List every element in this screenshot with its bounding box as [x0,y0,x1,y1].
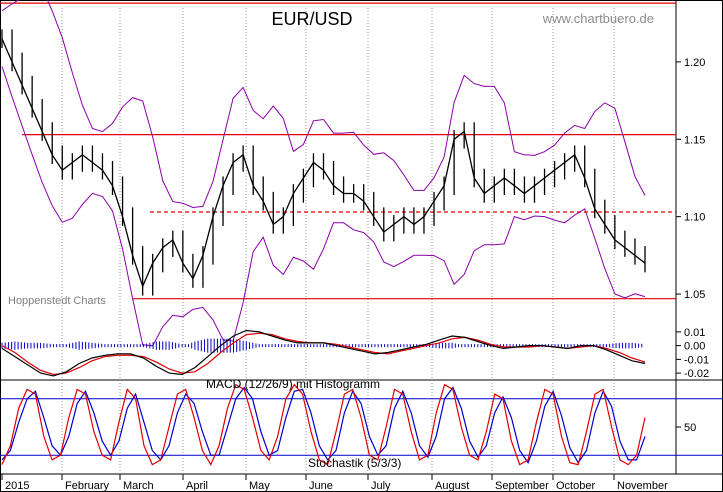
source-label: Hoppenstedt Charts [8,295,106,307]
month-label: 2015 [5,480,29,492]
macd-signal-line [1,332,646,376]
month-label: March [123,480,154,492]
macd-tick-label: 0.01 [684,327,705,339]
month-label: August [435,480,469,492]
month-label: September [495,480,549,492]
macd-tick-label: -0.02 [684,368,709,380]
series-layer [0,0,723,466]
month-label: October [556,480,595,492]
month-label: February [65,480,110,492]
stochastic-k-line [1,383,646,466]
macd-tick-label: 0.00 [684,341,705,353]
month-label: April [186,480,208,492]
stochastic-label: Stochastik (5/3/3) [308,456,401,470]
month-label: July [371,480,391,492]
price-tick-label: 1.10 [684,212,705,224]
stochastic-d-line [1,386,646,464]
macd-tick-label: -0.01 [684,354,709,366]
label-layer: EUR/USD www.chartbuero.de Hoppenstedt Ch… [5,9,709,492]
month-label: November [617,480,668,492]
bollinger-upper [1,0,646,209]
macd-line [1,329,646,377]
watermark-text: www.chartbuero.de [542,11,654,26]
chart-title: EUR/USD [271,9,352,29]
price-tick-label: 1.20 [684,57,705,69]
price-line [1,38,646,289]
price-tick-label: 1.05 [684,289,705,301]
macd-label: MACD (12/26/9) mit Histogramm [206,377,380,391]
month-label: June [309,480,333,492]
month-label: May [249,480,270,492]
bollinger-lower [1,66,646,347]
stochastic-tick-label: 50 [684,422,696,434]
grid-layer [1,8,681,480]
price-tick-label: 1.15 [684,134,705,146]
